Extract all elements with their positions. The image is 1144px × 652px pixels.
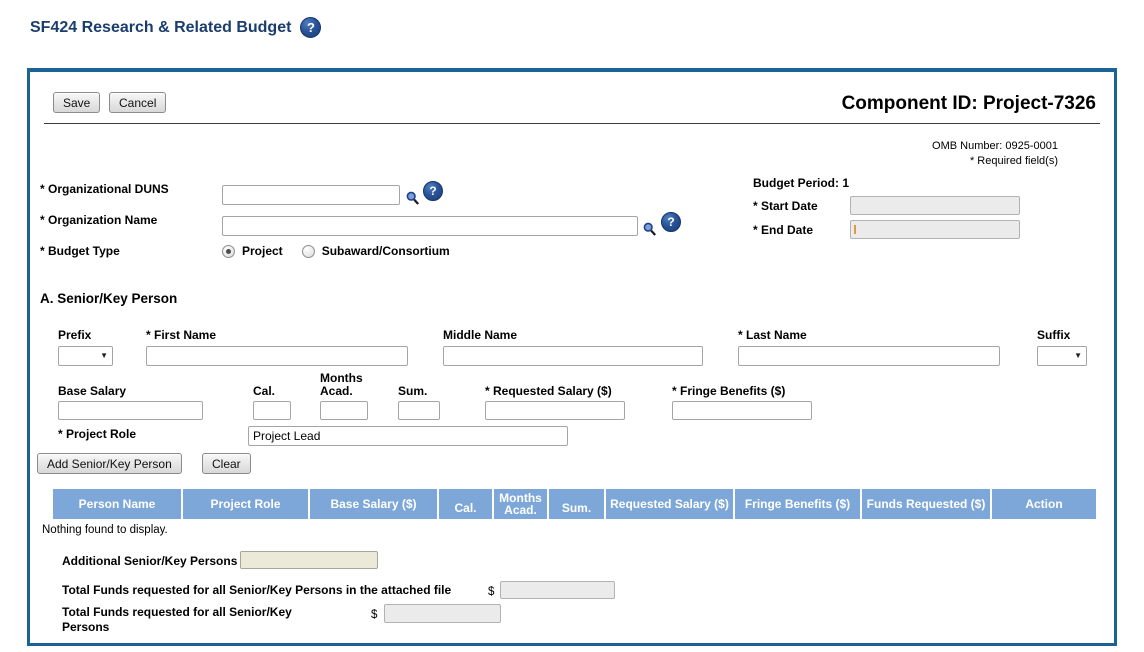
column-header-funds-requested[interactable]: Funds Requested ($) xyxy=(862,489,990,519)
attached-file-total-input xyxy=(500,581,615,599)
budget-form-panel: Save Cancel Component ID: Project-7326 O… xyxy=(27,68,1117,646)
start-date-input xyxy=(850,196,1020,215)
divider xyxy=(44,123,1100,124)
org-name-label: * Organization Name xyxy=(40,213,158,227)
first-name-label: * First Name xyxy=(146,328,217,342)
required-fields-note: * Required field(s) xyxy=(969,155,1058,167)
section-a-heading: A. Senior/Key Person xyxy=(40,291,178,306)
form-meta: OMB Number: 0925-0001 * Required field(s… xyxy=(932,139,1058,169)
cancel-button[interactable]: Cancel xyxy=(109,92,167,113)
budget-type-label: * Budget Type xyxy=(40,244,120,258)
page-header: SF424 Research & Related Budget ? xyxy=(30,17,322,38)
column-header-cal[interactable]: Cal. xyxy=(439,489,492,519)
acad-months-label-line1: Months xyxy=(320,371,363,385)
org-name-input[interactable] xyxy=(222,216,638,236)
additional-persons-label: Additional Senior/Key Persons xyxy=(62,554,238,568)
budget-type-radio-subaward[interactable] xyxy=(301,244,315,258)
save-button[interactable]: Save xyxy=(53,92,101,113)
org-duns-input[interactable] xyxy=(222,185,400,205)
clear-button[interactable]: Clear xyxy=(202,453,251,474)
column-header-project-role[interactable]: Project Role xyxy=(183,489,308,519)
last-name-label: * Last Name xyxy=(738,328,807,342)
add-senior-key-person-button[interactable]: Add Senior/Key Person xyxy=(37,453,182,474)
suffix-label: Suffix xyxy=(1037,328,1071,342)
requested-salary-label: * Requested Salary ($) xyxy=(485,384,612,398)
text-cursor-mark xyxy=(854,225,856,234)
column-header-base-salary[interactable]: Base Salary ($) xyxy=(310,489,437,519)
project-role-input[interactable] xyxy=(248,426,568,446)
column-header-months-acad[interactable]: Months Acad. xyxy=(494,489,547,519)
budget-type-radio-project[interactable] xyxy=(222,244,235,258)
requested-salary-input[interactable] xyxy=(485,401,625,420)
middle-name-label: Middle Name xyxy=(443,328,518,342)
attached-file-total-label: Total Funds requested for all Senior/Key… xyxy=(62,583,452,597)
project-role-label: * Project Role xyxy=(58,427,137,441)
column-header-person-name[interactable]: Person Name xyxy=(53,489,181,519)
prefix-select[interactable]: ▼ xyxy=(58,346,113,366)
acad-months-input[interactable] xyxy=(320,401,368,420)
budget-type-radio-group: Project Subaward/Consortium xyxy=(222,244,462,258)
currency-symbol: $ xyxy=(371,609,378,621)
sum-months-label: Sum. xyxy=(398,384,428,398)
org-name-magnifier-icon[interactable] xyxy=(643,222,657,237)
duns-magnifier-icon[interactable] xyxy=(406,191,420,206)
all-persons-total-label: Total Funds requested for all Senior/Key… xyxy=(62,605,292,634)
base-salary-label: Base Salary xyxy=(58,384,127,398)
prefix-label: Prefix xyxy=(58,328,92,342)
column-header-requested-salary[interactable]: Requested Salary ($) xyxy=(606,489,733,519)
first-name-input[interactable] xyxy=(146,346,408,366)
table-empty-message: Nothing found to display. xyxy=(42,524,168,536)
org-duns-label: * Organizational DUNS xyxy=(40,182,169,196)
cal-months-label: Cal. xyxy=(253,384,276,398)
budget-type-option-label: Project xyxy=(242,244,283,258)
end-date-input xyxy=(850,220,1020,239)
omb-number: OMB Number: 0925-0001 xyxy=(932,140,1058,152)
last-name-input[interactable] xyxy=(738,346,1000,366)
end-date-label: * End Date xyxy=(753,223,814,237)
fringe-benefits-input[interactable] xyxy=(672,401,812,420)
chevron-down-icon: ▼ xyxy=(1074,351,1082,360)
budget-period-label: Budget Period: 1 xyxy=(753,176,850,190)
duns-help-icon[interactable]: ? xyxy=(423,181,443,201)
all-persons-total-input xyxy=(384,604,501,623)
column-header-action[interactable]: Action xyxy=(992,489,1096,519)
additional-persons-input[interactable] xyxy=(240,551,378,569)
column-header-fringe-benefits[interactable]: Fringe Benefits ($) xyxy=(735,489,860,519)
org-name-help-icon[interactable]: ? xyxy=(661,212,681,232)
page-title: SF424 Research & Related Budget xyxy=(30,18,292,36)
component-id-heading: Component ID: Project-7326 xyxy=(841,93,1096,114)
base-salary-input[interactable] xyxy=(58,401,203,420)
help-icon[interactable]: ? xyxy=(300,17,322,38)
fringe-benefits-label: * Fringe Benefits ($) xyxy=(672,384,786,398)
senior-key-person-table-header: Person Name Project Role Base Salary ($)… xyxy=(53,489,1096,519)
suffix-select[interactable]: ▼ xyxy=(1037,346,1087,366)
sum-months-input[interactable] xyxy=(398,401,440,420)
currency-symbol: $ xyxy=(488,586,495,598)
budget-type-option-label: Subaward/Consortium xyxy=(321,244,450,258)
cal-months-input[interactable] xyxy=(253,401,291,420)
acad-months-label-line2: Acad. xyxy=(320,384,353,398)
column-header-sum[interactable]: Sum. xyxy=(549,489,604,519)
start-date-label: * Start Date xyxy=(753,199,818,213)
chevron-down-icon: ▼ xyxy=(100,351,108,360)
middle-name-input[interactable] xyxy=(443,346,703,366)
